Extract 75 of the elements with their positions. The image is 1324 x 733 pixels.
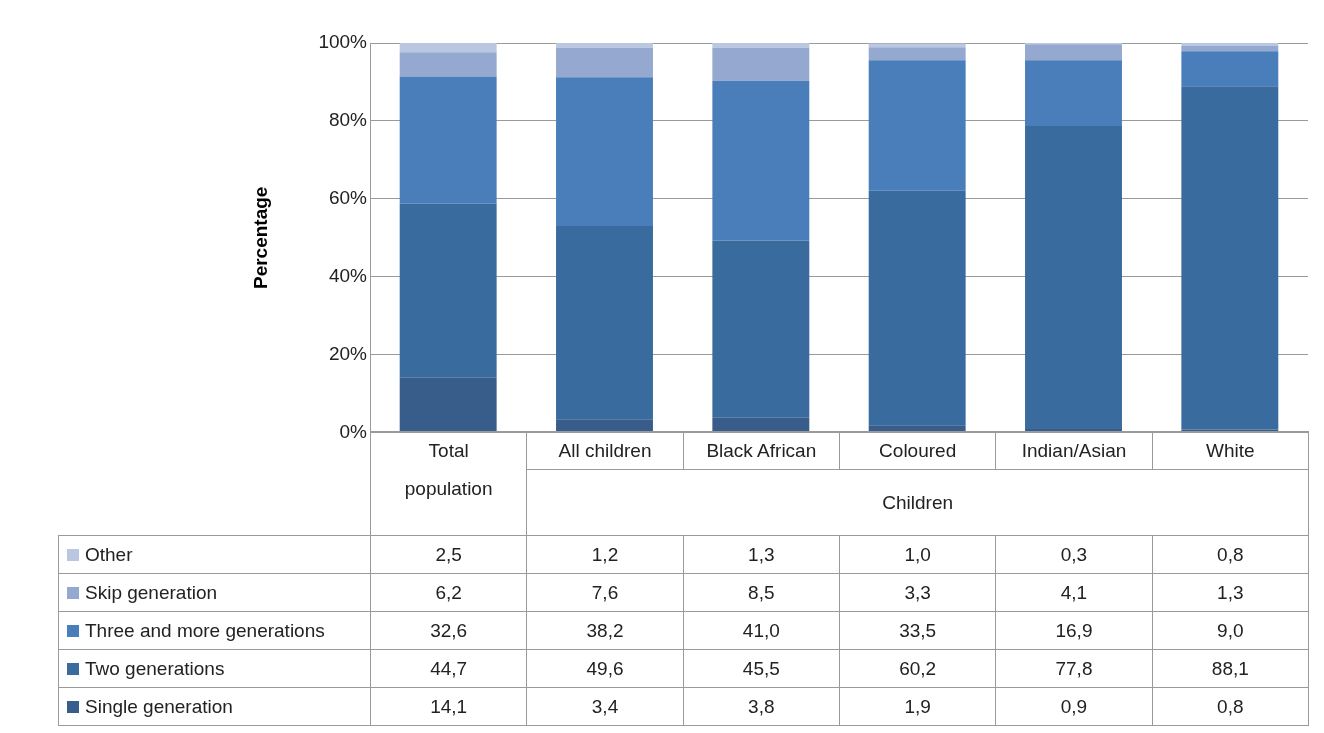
data-label: 3,3 <box>839 573 996 612</box>
y-tick-label: 60% <box>328 187 368 209</box>
data-label: 44,7 <box>370 649 527 688</box>
y-tick-label: 40% <box>328 264 368 286</box>
bar <box>712 80 810 241</box>
bar <box>1181 43 1279 47</box>
bar <box>868 190 966 426</box>
bar <box>868 43 966 48</box>
bar <box>556 419 653 433</box>
bar <box>1025 44 1122 61</box>
text: Children <box>882 491 954 513</box>
x-tick-label: Indian/Asian <box>1021 439 1127 461</box>
y-tick-label: 100% <box>318 31 368 53</box>
y-tick-label: 0% <box>339 420 368 442</box>
bar <box>556 43 653 48</box>
data-label: 9,0 <box>1152 611 1309 650</box>
data-label: 45,5 <box>683 649 840 688</box>
data-label: 0,8 <box>1152 687 1309 726</box>
bar <box>1181 51 1279 87</box>
data-label: 77,8 <box>995 649 1153 688</box>
bar <box>1181 86 1279 430</box>
legend-label: Two generations <box>85 657 225 679</box>
data-label: 14,1 <box>370 687 527 726</box>
bar <box>712 417 810 433</box>
bar <box>1025 60 1122 126</box>
x-tick-label: Black African <box>706 439 817 461</box>
x-tick-label: Total population <box>404 440 493 499</box>
data-label: 60,2 <box>839 649 996 688</box>
bar <box>868 47 966 61</box>
data-label: 1,9 <box>839 687 996 726</box>
data-label: 6,2 <box>370 573 527 612</box>
bar <box>712 47 810 81</box>
bar <box>399 43 497 53</box>
data-label: 1,3 <box>683 535 840 574</box>
bar <box>399 76 497 204</box>
legend-label: Skip generation <box>85 581 218 603</box>
x-tick-label: All children <box>558 439 652 461</box>
data-label: 0,8 <box>1152 535 1309 574</box>
data-label: 4,1 <box>995 573 1153 612</box>
bar <box>868 60 966 191</box>
data-label: 1,3 <box>1152 573 1309 612</box>
bar <box>399 52 497 77</box>
x-tick-label: White <box>1206 439 1255 461</box>
data-label: 38,2 <box>526 611 684 650</box>
bar <box>712 43 810 48</box>
data-label: 2,5 <box>370 535 527 574</box>
data-label: 3,4 <box>526 687 684 726</box>
data-label: 8,5 <box>683 573 840 612</box>
bar <box>1181 46 1279 52</box>
data-label: 1,2 <box>526 535 684 574</box>
data-label: 3,8 <box>683 687 840 726</box>
data-label: 1,0 <box>839 535 996 574</box>
data-label: 0,3 <box>995 535 1153 574</box>
bar <box>1025 125 1122 430</box>
data-label: 33,5 <box>839 611 996 650</box>
legend-label: Other <box>85 543 133 565</box>
legend-label: Single generation <box>85 695 233 717</box>
data-label: 0,9 <box>995 687 1153 726</box>
bar <box>556 226 653 420</box>
bar <box>556 47 653 78</box>
y-tick-label: 20% <box>328 342 368 364</box>
y-tick-label: 80% <box>328 109 368 131</box>
x-tick-label: Coloured <box>879 439 957 461</box>
data-label: 7,6 <box>526 573 684 612</box>
bar <box>556 77 653 227</box>
data-label: 88,1 <box>1152 649 1309 688</box>
data-label: 41,0 <box>683 611 840 650</box>
bar <box>399 377 497 433</box>
bar <box>399 203 497 378</box>
y-axis-title: Percentage <box>249 186 271 290</box>
data-label: 49,6 <box>526 649 684 688</box>
data-label: 32,6 <box>370 611 527 650</box>
data-label: 16,9 <box>995 611 1153 650</box>
bar <box>712 240 810 418</box>
legend-label: Three and more generations <box>85 619 325 641</box>
